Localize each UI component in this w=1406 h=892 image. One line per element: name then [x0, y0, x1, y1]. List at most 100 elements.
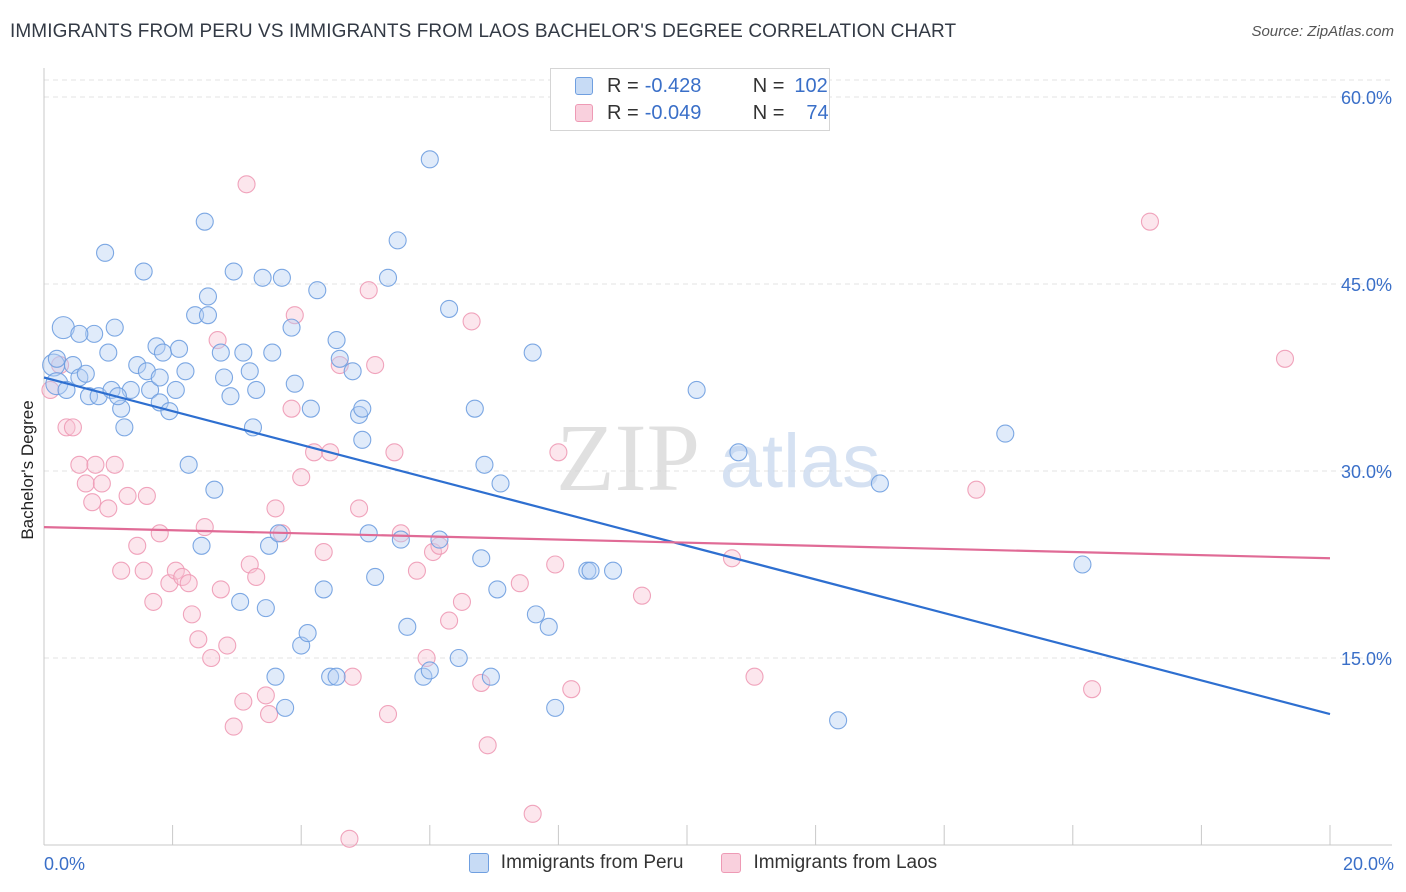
laos-point: [549, 443, 568, 462]
peru-point: [259, 536, 279, 555]
peru-point: [224, 262, 243, 281]
peru-point: [176, 362, 195, 381]
laos-point: [189, 630, 208, 649]
chart-title: IMMIGRANTS FROM PERU VS IMMIGRANTS FROM …: [10, 21, 957, 42]
laos-point: [234, 692, 253, 711]
laos-point: [462, 312, 481, 331]
peru-point: [475, 455, 494, 474]
peru-point: [115, 418, 134, 437]
laos-point: [144, 592, 163, 611]
laos-point: [128, 536, 147, 555]
peru-point: [105, 318, 124, 337]
laos-swatch: [575, 104, 593, 122]
laos-point: [99, 499, 118, 518]
peru-point: [153, 343, 173, 362]
peru-point: [253, 268, 272, 287]
peru-point: [240, 362, 259, 381]
peru-point: [195, 212, 214, 231]
legend-item-peru[interactable]: Immigrants from Peru: [468, 852, 683, 874]
series-legend: Immigrants from Peru Immigrants from Lao…: [0, 852, 1406, 874]
peru-point: [231, 592, 250, 611]
peru-point: [150, 368, 169, 387]
legend-label-laos: Immigrants from Laos: [753, 852, 938, 873]
laos-point: [224, 717, 243, 736]
laos-point: [112, 561, 131, 580]
stats-legend: R = -0.428 N = 102 R = -0.049 N = 74: [550, 68, 830, 131]
peru-point: [488, 580, 507, 599]
peru-point: [76, 364, 95, 383]
peru-point: [198, 306, 218, 325]
laos-point: [202, 648, 221, 668]
laos-point: [179, 574, 198, 593]
laos-point: [1140, 212, 1160, 231]
peru-swatch: [575, 77, 593, 95]
laos-point: [134, 561, 153, 580]
laos-point: [452, 592, 472, 611]
tick-labels: 15.0% 30.0% 45.0% 60.0% 0.0% 20.0%: [44, 88, 1394, 874]
peru-r-value: -0.428: [644, 74, 702, 97]
peru-point: [996, 424, 1015, 443]
peru-point: [523, 343, 542, 362]
peru-point: [430, 530, 449, 549]
laos-point: [92, 474, 111, 493]
peru-point: [391, 530, 410, 549]
legend-swatch-laos: [721, 853, 742, 873]
peru-point: [481, 667, 500, 686]
peru-point: [263, 343, 282, 362]
peru-point: [308, 281, 327, 300]
laos-point: [366, 355, 385, 375]
peru-point: [96, 243, 115, 262]
peru-point: [211, 343, 230, 362]
legend-item-laos[interactable]: Immigrants from Laos: [721, 852, 937, 874]
peru-point: [546, 698, 565, 717]
peru-point: [192, 536, 211, 555]
x-tick-label: 20.0%: [1343, 854, 1394, 874]
peru-point: [186, 306, 205, 325]
peru-point: [359, 524, 378, 543]
peru-point: [353, 430, 372, 449]
peru-point: [829, 711, 848, 730]
y-axis-label: Bachelor's Degree: [18, 400, 37, 540]
peru-point: [301, 399, 320, 418]
peru-point: [234, 343, 253, 362]
laos-point: [195, 518, 214, 537]
peru-point: [169, 339, 189, 358]
peru-point: [314, 580, 333, 599]
peru-point: [491, 474, 510, 493]
laos-point: [967, 480, 986, 499]
peru-point: [221, 387, 240, 406]
laos-point: [57, 418, 76, 437]
laos-point: [314, 542, 333, 562]
laos-point: [523, 804, 542, 823]
laos-point: [378, 705, 398, 724]
peru-n-label: N =: [752, 74, 785, 97]
laos-point: [150, 524, 169, 543]
peru-point: [276, 698, 295, 717]
laos-point: [86, 455, 105, 474]
peru-point: [388, 231, 407, 250]
laos-point: [118, 486, 137, 505]
laos-point: [83, 493, 102, 512]
laos-point: [510, 574, 529, 593]
trend-lines: [43, 376, 1331, 716]
peru-point: [343, 362, 362, 381]
peru-point: [330, 349, 349, 368]
legend-swatch-peru: [468, 853, 489, 873]
laos-point: [137, 486, 156, 505]
peru-point: [247, 380, 266, 400]
peru-point: [729, 443, 748, 462]
y-tick-label: 30.0%: [1341, 462, 1392, 482]
laos-point: [237, 175, 256, 194]
peru-r-label: R =: [607, 74, 639, 97]
laos-point: [218, 636, 237, 655]
laos-point: [391, 524, 410, 543]
x-tick-label: 0.0%: [44, 854, 85, 874]
laos-r-value: -0.049: [644, 101, 702, 124]
peru-point: [272, 268, 291, 287]
peru-point: [604, 561, 623, 580]
y-tick-label: 45.0%: [1341, 275, 1392, 295]
peru-point: [266, 667, 285, 686]
peru-point: [420, 150, 439, 169]
laos-point: [259, 705, 279, 724]
